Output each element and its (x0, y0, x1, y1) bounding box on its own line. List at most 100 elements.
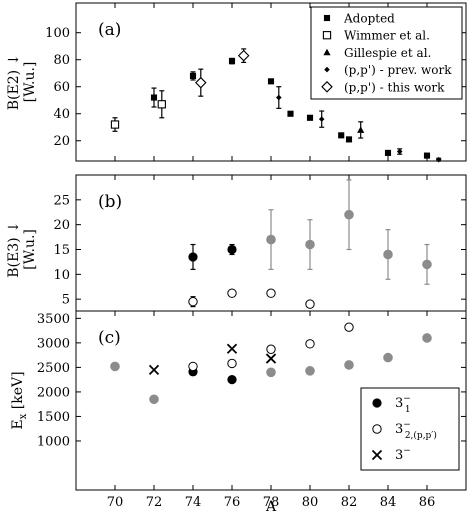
data-point (149, 394, 159, 405)
data-point (276, 94, 282, 101)
legend-label: 3− (395, 446, 411, 463)
y-tick-label: 2000 (37, 385, 70, 400)
x-tick-label: 86 (419, 495, 436, 510)
data-point (423, 152, 431, 159)
y-tick-label: 60 (53, 80, 70, 95)
data-point (422, 259, 432, 270)
legend-label: Wimmer et al. (344, 29, 430, 43)
data-point (305, 339, 315, 349)
y-tick-label: 15 (53, 243, 70, 258)
y-tick-label: 1000 (37, 434, 70, 449)
y-axis-label: Ex [keV] (10, 371, 29, 429)
legend-label: (p,p') - this work (344, 80, 445, 94)
x-tick-label: 78 (263, 495, 280, 510)
legend-label: Adopted (343, 12, 395, 26)
data-point (227, 288, 237, 298)
y-tick-label: 5 (62, 293, 70, 308)
data-point (435, 156, 442, 163)
legend-marker (321, 81, 333, 93)
x-tick-label: 80 (302, 495, 319, 510)
data-point (345, 136, 353, 143)
data-point (189, 72, 197, 79)
legend-marker (324, 66, 330, 73)
y-axis-unit: [W.u.] (22, 62, 38, 103)
data-point (226, 343, 238, 354)
y-tick-label: 1500 (37, 410, 70, 425)
data-point-stroke (265, 353, 277, 364)
data-point (344, 209, 354, 220)
panel-c-excitation-energy: 1000 1500 2000 2500 3000 3500 (c) Ex [keV] 70 72 7… (10, 310, 467, 515)
y-tick-label: 20 (53, 218, 70, 233)
y-axis-label: B(E3) ↓ (6, 221, 22, 278)
data-point (305, 299, 315, 309)
data-point (110, 361, 120, 372)
data-point (383, 352, 393, 363)
legend: 3− 1 3− 2,(p,p′) 3− (360, 387, 460, 471)
legend-label: 3− 2,(p,p′) (395, 420, 437, 441)
data-point (384, 149, 392, 156)
y-tick-label: 3000 (37, 336, 70, 351)
x-tick-label: 82 (341, 495, 358, 510)
data-point (110, 120, 120, 129)
y-tick-label: 25 (53, 193, 70, 208)
panel-label: (c) (98, 328, 121, 348)
x-axis-label: A (265, 499, 277, 515)
x-tick-label: 70 (107, 495, 124, 510)
legend: Adopted Wimmer et al. Gillespie et al. (p,p… (310, 6, 463, 100)
panel-label: (b) (98, 192, 122, 212)
legend-label: (p,p') - prev. work (344, 63, 452, 77)
data-point (306, 114, 314, 121)
data-point (305, 366, 315, 376)
legend-label: Gillespie et al. (344, 46, 431, 60)
x-tick-label: 72 (146, 495, 163, 510)
data-point (265, 353, 277, 364)
data-point (157, 100, 166, 109)
legend-marker-stroke (371, 449, 383, 461)
data-point (318, 116, 325, 122)
data-point (287, 110, 294, 117)
data-point (150, 94, 158, 101)
data-point (148, 364, 160, 375)
data-point (228, 58, 236, 65)
data-point (227, 244, 237, 255)
legend-box (310, 6, 463, 100)
data-point (396, 148, 403, 155)
x-tick-label: 84 (380, 495, 397, 510)
data-point (266, 344, 276, 354)
panel-a-be2: 20 40 60 80 100 (a) B(E2) ↓ [W.u.] Adopted Wimmer… (6, 2, 467, 163)
legend-label: 3− 1 (395, 394, 411, 415)
data-point (237, 49, 250, 62)
y-tick-label: 80 (53, 53, 70, 68)
x-tick-label: 76 (224, 495, 241, 510)
data-point-stroke (226, 343, 238, 354)
panel-b-be3: 5 10 15 20 25 (b) B(E3) ↓ [W.u.] (6, 174, 467, 325)
data-point (227, 375, 237, 385)
data-point (305, 239, 315, 250)
data-point (344, 322, 354, 332)
legend-marker (372, 424, 382, 434)
data-point (338, 132, 345, 139)
y-tick-label: 20 (53, 134, 70, 149)
y-axis-unit: [W.u.] (22, 229, 38, 270)
y-tick-label: 100 (45, 26, 70, 41)
data-point (266, 288, 276, 298)
y-tick-label: 2500 (37, 361, 70, 376)
data-point (188, 252, 198, 262)
data-point (227, 358, 237, 369)
data-point (188, 361, 198, 372)
panel-label: (a) (98, 20, 121, 40)
legend-marker (371, 449, 383, 461)
data-point (383, 249, 393, 260)
data-point (422, 333, 432, 343)
data-point (267, 78, 275, 85)
y-tick-label: 40 (53, 107, 70, 122)
data-point (266, 234, 276, 245)
legend-marker (372, 398, 382, 408)
legend-marker (323, 48, 331, 56)
data-point-stroke (148, 364, 160, 375)
y-axis-label: B(E2) ↓ (6, 54, 22, 111)
data-point (266, 367, 276, 378)
x-tick-label: 74 (185, 495, 202, 510)
legend-marker (322, 31, 332, 40)
data-point (344, 360, 354, 370)
